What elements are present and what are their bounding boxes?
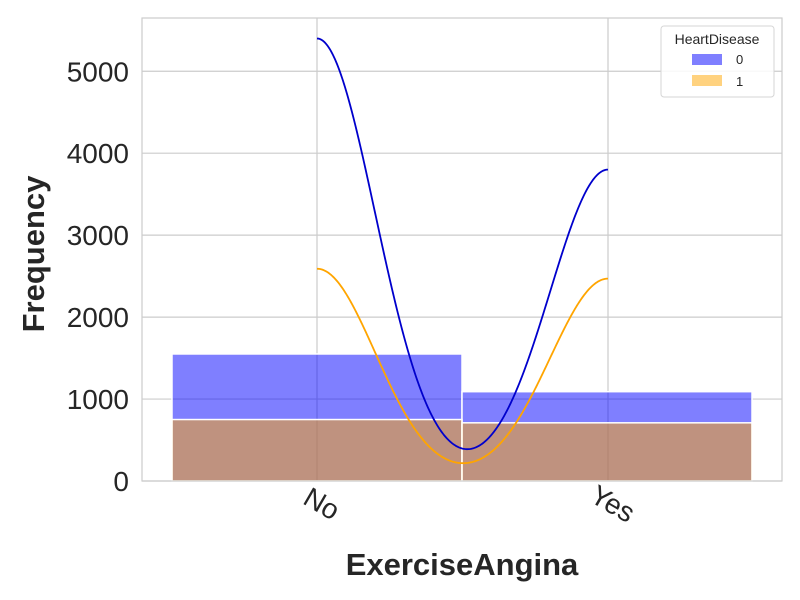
kde-curve-1 — [316, 267, 609, 465]
bar-series-1-yes — [461, 422, 753, 482]
y-tick-label-4: 4000 — [67, 138, 129, 169]
legend: HeartDisease 0 1 — [660, 25, 775, 98]
legend-swatch-0 — [692, 54, 722, 65]
x-tick-labels: No Yes — [298, 479, 640, 529]
y-tick-label-2: 2000 — [67, 302, 129, 333]
legend-swatch-1 — [692, 75, 722, 86]
legend-label-0: 0 — [736, 52, 743, 67]
legend-label-1: 1 — [736, 74, 743, 89]
x-axis-title: ExerciseAngina — [346, 547, 579, 582]
y-axis-title: Frequency — [16, 175, 51, 333]
density-curves — [316, 37, 609, 465]
x-tick-label-yes: Yes — [585, 479, 640, 529]
plot-frame — [141, 17, 783, 482]
kde-curve-0 — [316, 37, 609, 451]
y-tick-label-0: 0 — [113, 466, 129, 497]
y-tick-label-3: 3000 — [67, 220, 129, 251]
y-tick-label-1: 1000 — [67, 384, 129, 415]
y-tick-labels: 0 1000 2000 3000 4000 5000 — [67, 56, 129, 497]
bars — [171, 353, 753, 482]
y-tick-label-5: 5000 — [67, 56, 129, 87]
x-tick-label-no: No — [298, 481, 345, 526]
legend-title: HeartDisease — [675, 31, 760, 47]
bar-series-1-no — [171, 418, 463, 482]
